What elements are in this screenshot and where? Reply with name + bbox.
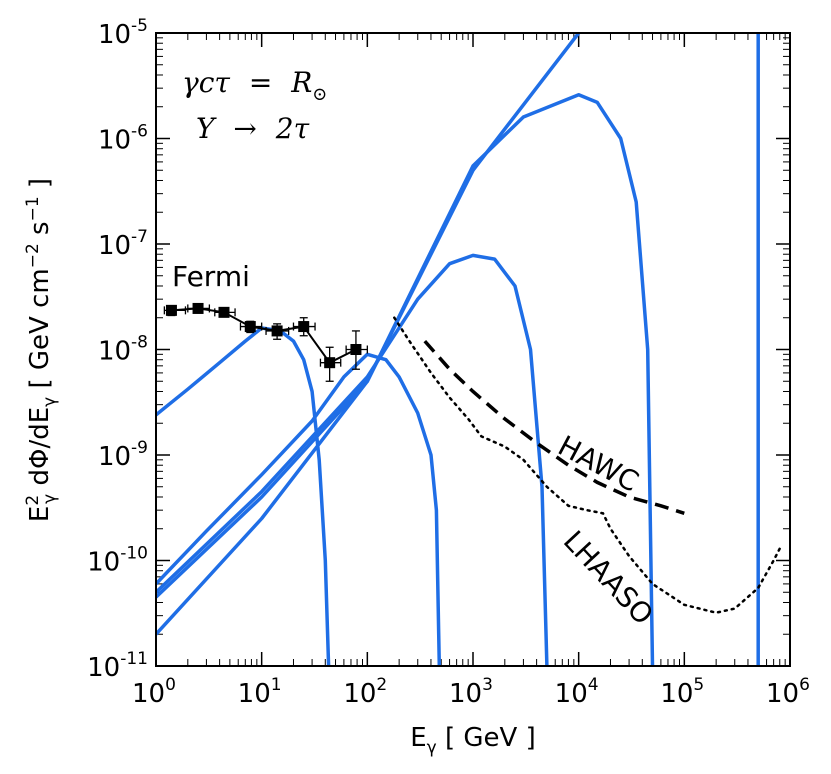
fermi-line xyxy=(171,307,357,364)
fermi-point xyxy=(298,321,310,333)
model-5TeV xyxy=(156,253,549,666)
y-axis-label: E2γ dΦ/dEγ [ GeV cm−2 s−1 ] xyxy=(23,178,60,522)
y-tick-label: 10-10 xyxy=(87,544,148,578)
x-tick-label: 100 xyxy=(132,675,176,709)
tick-marks xyxy=(155,32,791,667)
y-tick-label: 10-8 xyxy=(98,333,148,367)
fermi-point xyxy=(165,304,177,316)
fermi-point xyxy=(271,325,283,337)
lhaaso-label: LHAASO xyxy=(557,524,660,631)
model-500TeV xyxy=(156,33,581,636)
x-tick-label: 104 xyxy=(555,675,599,709)
model-500GeV xyxy=(156,352,442,666)
y-tick-label: 10-6 xyxy=(98,122,148,156)
x-tick-label: 106 xyxy=(766,675,810,709)
fermi-point xyxy=(244,321,256,333)
annotation-line1: γcτ = R⊙ xyxy=(182,66,327,105)
fermi-point xyxy=(192,302,204,314)
model-50GeV xyxy=(156,326,331,666)
fermi-point xyxy=(350,344,362,355)
fermi-point xyxy=(218,306,230,318)
fermi-point xyxy=(324,357,336,369)
fermi-label: Fermi xyxy=(172,260,250,293)
plot-frame xyxy=(155,32,791,667)
x-tick-label: 101 xyxy=(238,675,282,709)
fermi-data xyxy=(163,302,368,382)
lhaaso-curve xyxy=(393,316,782,614)
x-tick-label: 103 xyxy=(449,675,493,709)
x-axis-label: Eγ [ GeV ] xyxy=(410,723,536,758)
y-tick-label: 10-5 xyxy=(98,16,148,50)
model-50TeV xyxy=(156,92,655,666)
hawc-label: HAWC xyxy=(553,429,644,498)
annotation-line2: Y → 2τ xyxy=(196,112,310,145)
y-tick-label: 10-11 xyxy=(87,649,148,683)
y-tick-label: 10-7 xyxy=(98,227,148,261)
tick-labels: 100 101 102 103 104 105 106 10-11 10-10 10-9 10-8 1… xyxy=(87,16,810,709)
x-tick-label: 102 xyxy=(343,675,387,709)
y-tick-label: 10-9 xyxy=(98,438,148,472)
hawc-curve xyxy=(423,339,685,515)
x-tick-label: 105 xyxy=(660,675,704,709)
sensitivity-curves xyxy=(393,316,782,614)
model-curves xyxy=(156,33,760,666)
